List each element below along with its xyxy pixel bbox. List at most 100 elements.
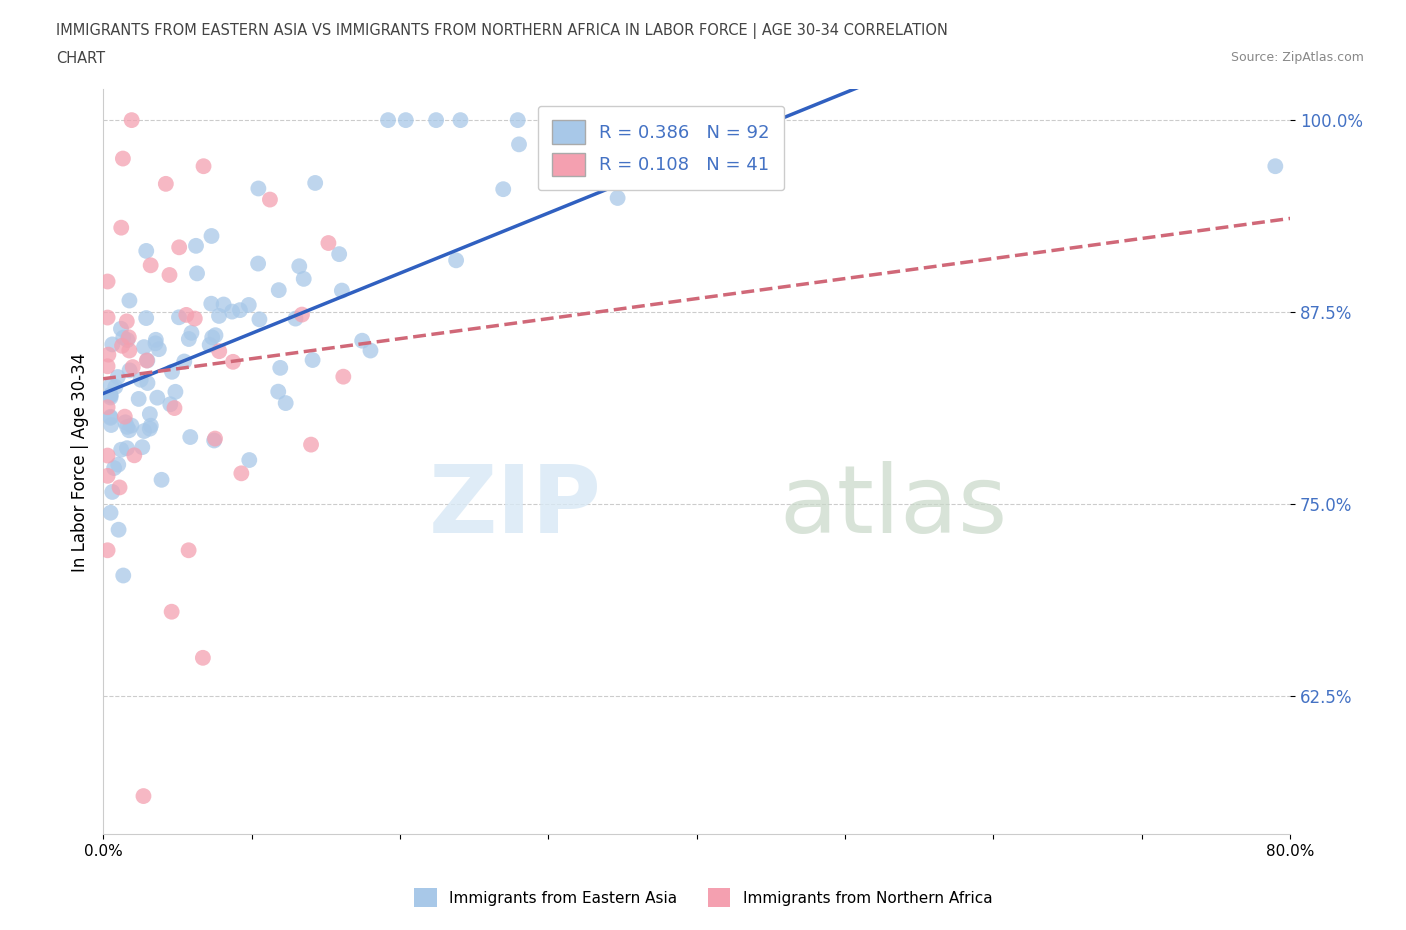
Point [352,333,374,348]
Point [150,472,173,487]
Point [124,448,146,463]
Point [177,332,200,347]
Point [284,312,307,326]
Point [186,266,208,281]
Point [193,159,215,174]
Point [108,480,131,495]
Point [606,191,628,206]
Point [208,309,231,324]
Point [377,113,399,127]
Point [200,297,222,312]
Point [136,376,159,391]
Point [177,543,200,558]
Point [100,418,122,432]
Point [135,311,157,325]
Point [304,176,326,191]
Text: Source: ZipAtlas.com: Source: ZipAtlas.com [1230,51,1364,64]
Point [449,113,471,127]
Legend: R = 0.386   N = 92, R = 0.108   N = 41: R = 0.386 N = 92, R = 0.108 N = 41 [538,106,785,191]
Point [121,418,143,433]
Point [112,330,135,345]
Point [359,343,381,358]
Point [332,369,354,384]
Point [100,388,122,403]
Point [139,418,162,433]
Point [97,359,120,374]
Point [229,302,252,317]
Point [222,354,245,369]
Point [121,113,143,127]
Point [110,321,132,336]
Point [155,177,177,192]
Point [148,341,170,356]
Point [274,395,297,410]
Point [202,433,225,448]
Point [176,308,198,323]
Point [395,113,418,127]
Point [139,258,162,272]
Point [135,244,157,259]
Point [101,337,124,352]
Y-axis label: In Labor Force | Age 30-34: In Labor Force | Age 30-34 [72,352,89,572]
Point [330,283,353,298]
Point [97,448,120,463]
Point [139,406,162,421]
Point [97,469,120,484]
Point [163,401,186,416]
Text: atlas: atlas [780,460,1008,552]
Point [101,485,124,499]
Point [179,430,201,445]
Point [103,460,125,475]
Point [100,378,122,392]
Point [221,304,243,319]
Point [135,353,157,368]
Point [136,353,159,368]
Point [238,298,260,312]
Point [318,235,340,250]
Point [97,310,120,325]
Point [110,220,132,235]
Point [259,193,281,207]
Point [118,330,141,345]
Point [506,113,529,127]
Text: CHART: CHART [56,51,105,66]
Point [97,274,120,289]
Point [145,336,167,351]
Point [118,423,141,438]
Point [111,339,134,353]
Point [200,229,222,244]
Point [173,354,195,369]
Point [107,369,129,384]
Point [107,458,129,472]
Point [288,259,311,273]
Point [299,437,322,452]
Point [159,268,181,283]
Point [129,372,152,387]
Point [118,363,141,378]
Point [112,568,135,583]
Point [291,307,314,322]
Point [292,272,315,286]
Point [167,310,190,325]
Point [267,384,290,399]
Point [198,338,221,352]
Point [160,365,183,379]
Point [117,333,139,348]
Point [267,283,290,298]
Point [100,387,122,402]
Point [121,360,143,375]
Point [165,384,187,399]
Point [132,789,155,804]
Point [139,421,162,436]
Point [301,352,323,367]
Point [97,543,120,558]
Legend: Immigrants from Eastern Asia, Immigrants from Northern Africa: Immigrants from Eastern Asia, Immigrants… [408,883,998,913]
Point [238,453,260,468]
Point [247,256,270,271]
Point [97,400,120,415]
Point [425,113,447,127]
Point [201,330,224,345]
Point [160,604,183,619]
Point [180,326,202,340]
Point [1264,159,1286,174]
